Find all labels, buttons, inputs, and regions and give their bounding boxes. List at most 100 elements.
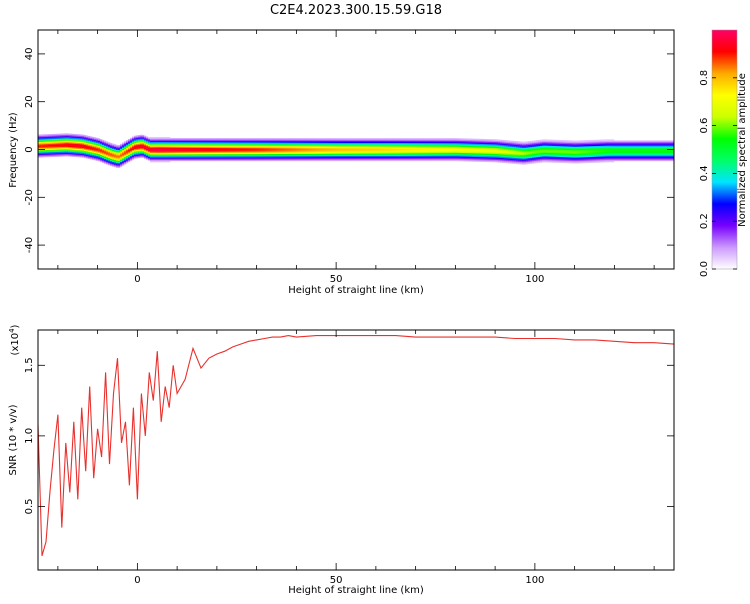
heatmap-cell bbox=[372, 153, 375, 156]
heatmap-cell bbox=[270, 150, 273, 152]
heatmap-cell bbox=[96, 152, 99, 154]
heatmap-cell bbox=[462, 145, 465, 148]
heatmap-cell bbox=[258, 141, 261, 144]
heatmap-cell bbox=[164, 140, 167, 143]
heatmap-cell bbox=[512, 147, 515, 150]
heatmap-cell bbox=[356, 145, 359, 147]
heatmap-cell bbox=[264, 147, 267, 150]
heatmap-cell bbox=[224, 141, 227, 144]
heatmap-cell bbox=[172, 141, 175, 144]
heatmap-cell bbox=[398, 147, 401, 150]
heatmap-cell bbox=[132, 143, 135, 146]
heatmap-cell bbox=[354, 138, 357, 140]
heatmap-cell bbox=[318, 138, 321, 140]
heatmap-cell bbox=[250, 153, 253, 156]
heatmap-cell bbox=[404, 158, 407, 160]
heatmap-cell bbox=[498, 147, 501, 150]
heatmap-cell bbox=[252, 139, 255, 141]
heatmap-cell bbox=[64, 145, 67, 147]
heatmap-cell bbox=[196, 141, 199, 144]
heatmap-cell bbox=[496, 150, 499, 152]
heatmap-cell bbox=[556, 155, 559, 157]
heatmap-cell bbox=[78, 143, 81, 146]
heatmap-cell bbox=[394, 139, 397, 141]
heatmap-cell bbox=[292, 145, 295, 147]
heatmap-cell bbox=[510, 145, 513, 147]
heatmap-cell bbox=[102, 141, 105, 143]
heatmap-cell bbox=[306, 152, 309, 154]
heatmap-cell bbox=[144, 145, 147, 147]
heatmap-cell bbox=[288, 150, 291, 152]
heatmap-cell bbox=[166, 157, 169, 159]
heatmap-cell bbox=[416, 147, 419, 150]
heatmap-cell bbox=[154, 156, 157, 158]
heatmap-cell bbox=[300, 159, 303, 162]
heatmap-cell bbox=[538, 154, 541, 156]
heatmap-cell bbox=[104, 159, 107, 162]
heatmap-cell bbox=[236, 146, 239, 149]
heatmap-cell bbox=[558, 159, 561, 161]
heatmap-cell bbox=[382, 151, 385, 153]
heatmap-cell bbox=[182, 153, 185, 156]
heatmap-cell bbox=[68, 141, 71, 144]
heatmap-cell bbox=[220, 144, 223, 146]
heatmap-cell bbox=[302, 153, 305, 156]
heatmap-cell bbox=[458, 150, 461, 152]
heatmap-cell bbox=[332, 150, 335, 152]
heatmap-cell bbox=[482, 156, 485, 159]
heatmap-cell bbox=[80, 153, 83, 156]
heatmap-cell bbox=[152, 144, 155, 146]
heatmap-cell bbox=[250, 139, 253, 141]
heatmap-cell bbox=[282, 157, 285, 159]
heatmap-cell bbox=[406, 154, 409, 157]
heatmap-cell bbox=[328, 147, 331, 150]
heatmap-cell bbox=[348, 158, 351, 160]
heatmap-cell bbox=[180, 157, 183, 159]
heatmap-cell bbox=[500, 150, 503, 153]
heatmap-cell bbox=[458, 147, 461, 150]
heatmap-cell bbox=[430, 153, 433, 156]
heatmap-cell bbox=[532, 160, 535, 163]
heatmap-cell bbox=[50, 151, 53, 154]
heatmap-cell bbox=[240, 146, 243, 149]
heatmap-cell bbox=[466, 155, 469, 157]
heatmap-cell bbox=[220, 145, 223, 147]
heatmap-cell bbox=[240, 138, 243, 140]
heatmap-cell bbox=[70, 143, 73, 145]
heatmap-cell bbox=[220, 142, 223, 145]
heatmap-cell bbox=[166, 150, 169, 152]
heatmap-cell bbox=[272, 152, 275, 154]
heatmap-cell bbox=[388, 140, 391, 143]
heatmap-cell bbox=[50, 142, 53, 144]
heatmap-cell bbox=[144, 136, 147, 139]
heatmap-cell bbox=[98, 147, 101, 150]
heatmap-cell bbox=[554, 149, 557, 151]
heatmap-cell bbox=[102, 144, 105, 147]
heatmap-cell bbox=[186, 157, 189, 159]
heatmap-cell bbox=[328, 146, 331, 149]
heatmap-cell bbox=[294, 138, 297, 140]
heatmap-cell bbox=[454, 145, 457, 147]
heatmap-cell bbox=[196, 145, 199, 147]
heatmap-cell bbox=[544, 141, 547, 144]
heatmap-cell bbox=[548, 143, 551, 145]
heatmap-cell bbox=[528, 151, 531, 154]
heatmap-cell bbox=[308, 159, 311, 162]
heatmap-cell bbox=[182, 151, 185, 153]
heatmap-cell bbox=[410, 153, 413, 156]
heatmap-cell bbox=[158, 144, 161, 146]
heatmap-cell bbox=[442, 158, 445, 160]
heatmap-cell bbox=[202, 142, 205, 145]
heatmap-cell bbox=[268, 150, 271, 152]
heatmap-cell bbox=[164, 151, 167, 153]
heatmap-cell bbox=[194, 144, 197, 146]
heatmap-cell bbox=[422, 159, 425, 162]
heatmap-cell bbox=[154, 152, 157, 154]
heatmap-cell bbox=[470, 157, 473, 160]
heatmap-cell bbox=[284, 159, 287, 162]
heatmap-cell bbox=[142, 153, 145, 156]
heatmap-cell bbox=[88, 153, 91, 156]
heatmap-cell bbox=[478, 160, 481, 162]
heatmap-cell bbox=[192, 158, 195, 160]
heatmap-cell bbox=[504, 154, 507, 156]
